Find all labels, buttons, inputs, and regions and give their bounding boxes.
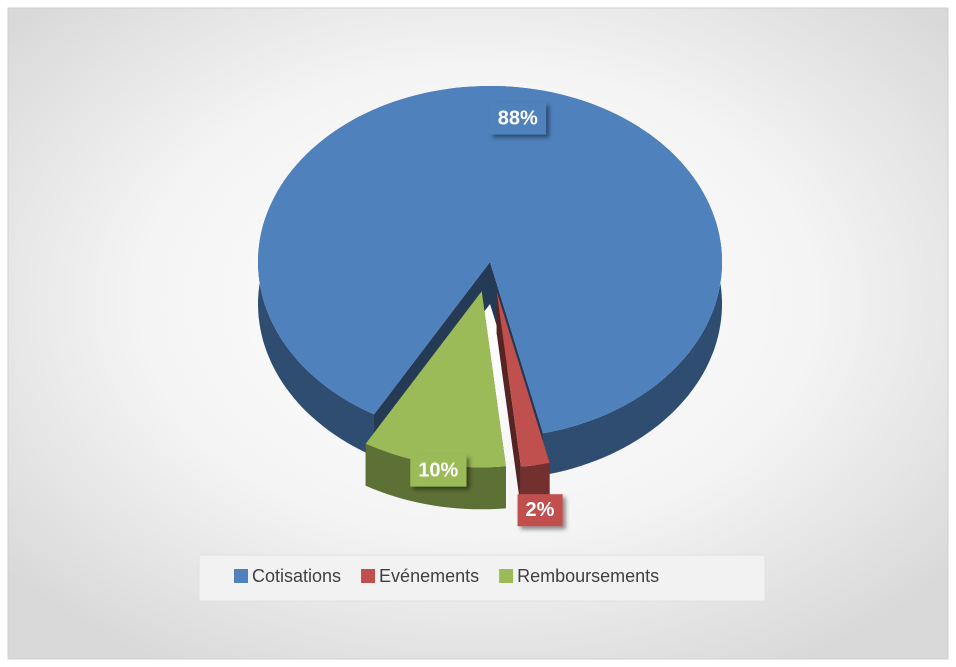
legend-label: Cotisations xyxy=(252,566,341,586)
data-label: 10% xyxy=(418,460,458,482)
data-label: 88% xyxy=(498,108,538,130)
legend-label: Remboursements xyxy=(517,566,659,586)
slice xyxy=(496,291,550,467)
slice xyxy=(258,86,722,434)
data-label-box xyxy=(489,102,547,135)
legend-marker xyxy=(234,569,248,583)
legend-box xyxy=(198,554,766,602)
legend-marker xyxy=(499,569,514,583)
data-label-box xyxy=(410,454,467,487)
legend-marker xyxy=(361,569,376,583)
data-label-box xyxy=(517,494,563,527)
legend-label: Evénements xyxy=(379,566,479,586)
data-label: 2% xyxy=(526,499,555,521)
slice-side xyxy=(496,291,521,509)
slice xyxy=(365,291,506,468)
